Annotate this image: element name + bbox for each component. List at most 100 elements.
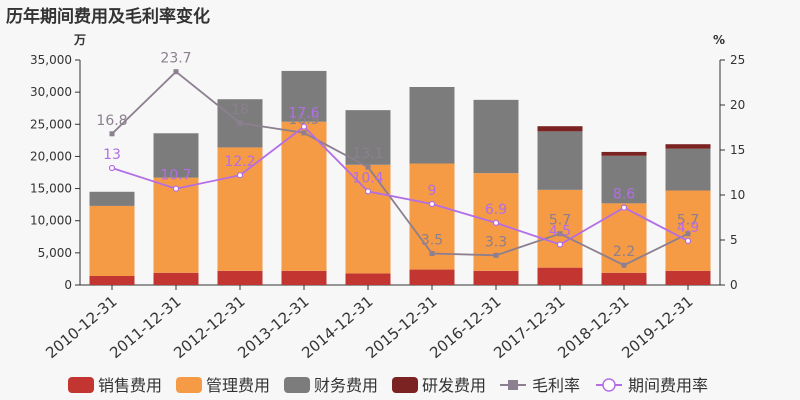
bar-1 [153,272,199,285]
line-data-label-1: 16.9 [288,112,319,128]
line-series-1 [111,70,689,267]
right-axis-unit: % [713,33,725,47]
line-point-1 [173,69,179,75]
chart-title: 历年期间费用及毛利率变化 [6,7,210,27]
line-point-1 [301,130,307,136]
line-point-1 [429,251,435,256]
bar-1 [89,276,135,285]
line-data-label-2: 10.7 [160,168,191,184]
bar-3 [473,99,519,174]
right-tick-label: 10 [730,188,745,202]
right-tick-label: 25 [730,53,745,67]
line-data-label-2: 9 [428,183,437,199]
line-data-label-1: 13.1 [352,146,383,162]
line-point-2 [428,200,436,208]
line-data-label-2: 4.9 [677,220,699,236]
left-tick-label: 35,000 [30,53,72,67]
legend-label: 期间费用率 [628,376,708,395]
legend-marker [602,378,616,392]
legend-label: 销售费用 [98,376,162,395]
legend-swatch [284,377,310,393]
line-series-2 [111,125,689,246]
bar-1 [281,270,327,285]
left-axis-unit: 万 [73,33,86,47]
bar-4 [537,126,583,132]
line-point-2 [684,237,692,244]
bar-2 [537,189,583,268]
bar-1 [409,269,455,285]
bar-1 [665,270,711,285]
line-data-label-1: 5.7 [549,213,571,229]
line-point-1 [621,262,627,268]
bar-2 [281,121,327,271]
bar-1 [473,270,519,285]
line-point-1 [685,231,691,237]
bar-4 [601,151,647,156]
line-data-label-1: 5.7 [677,213,699,229]
line-point-2 [108,164,116,172]
line-point-2 [492,219,500,226]
bar-2 [153,177,199,273]
legend-marker [508,380,518,390]
left-tick-label: 5,000 [38,246,72,260]
line-point-1 [365,164,371,170]
legend-label: 研发费用 [422,376,486,395]
line-data-label-2: 10.4 [352,170,383,186]
bar-2 [217,147,263,271]
line-point-2 [300,123,308,130]
left-tick-label: 10,000 [30,214,72,228]
bar-3 [345,110,391,165]
legend-label: 管理费用 [206,376,270,395]
legend-swatch [176,377,202,393]
x-tick-label: 2019-12-31 [618,292,696,362]
line-data-label-1: 23.7 [160,51,191,67]
bar-3 [409,87,455,164]
legend-label: 财务费用 [314,376,378,395]
bar-1 [217,270,263,285]
right-tick-label: 15 [730,143,745,157]
line-point-1 [493,252,499,258]
line-data-label-2: 13 [103,147,121,163]
right-tick-label: 5 [730,233,738,247]
left-tick-label: 15,000 [30,182,72,196]
bar-2 [89,205,135,276]
line-point-1 [557,231,563,237]
bar-3 [665,148,711,191]
line-point-1 [109,131,115,137]
left-tick-label: 30,000 [30,85,72,99]
line-data-label-1: 18 [231,102,249,118]
bar-4 [665,144,711,149]
bar-3 [537,131,583,190]
bar-1 [601,272,647,285]
line-data-label-1: 3.5 [421,233,443,249]
line-point-2 [620,204,628,211]
right-tick-label: 0 [730,278,738,292]
bar-2 [601,203,647,273]
line-data-label-2: 4.5 [549,224,571,240]
line-point-2 [364,188,372,195]
bar-2 [665,190,711,271]
left-tick-label: 25,000 [30,117,72,131]
line-point-2 [556,241,564,248]
bar-1 [537,267,583,285]
legend-label: 毛利率 [532,376,580,395]
line-data-label-1: 16.8 [96,113,127,129]
legend-swatch [68,377,94,393]
line-data-label-2: 8.6 [613,187,635,203]
bar-3 [601,155,647,204]
left-tick-label: 20,000 [30,149,72,163]
line-point-1 [237,120,243,126]
bar-1 [345,273,391,285]
line-data-label-1: 3.3 [485,234,507,250]
bar-3 [89,191,135,206]
line-data-label-2: 12.2 [224,154,255,170]
bar-3 [153,133,199,178]
line-data-label-1: 2.2 [613,244,635,260]
bar-3 [281,70,327,122]
left-tick-label: 0 [64,278,72,292]
line-point-2 [172,185,180,192]
line-data-label-2: 17.6 [288,106,319,122]
line-point-2 [236,172,244,179]
right-tick-label: 20 [730,98,745,112]
